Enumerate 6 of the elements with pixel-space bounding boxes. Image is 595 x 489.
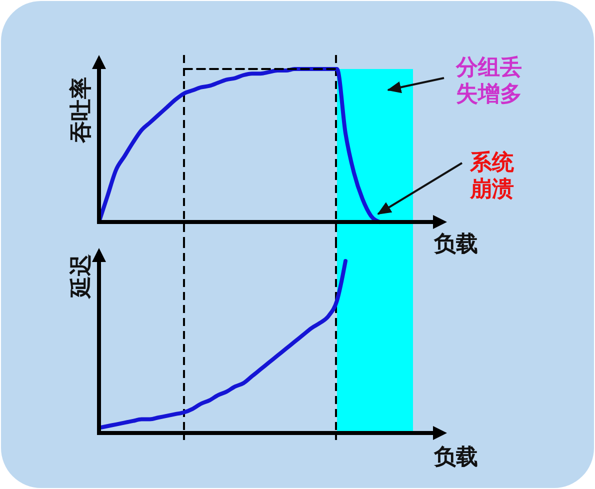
y-axis-title: 吞吐率 — [68, 77, 94, 144]
y-axis-title: 延迟 — [68, 254, 94, 300]
x-axis-title: 负载 — [433, 444, 478, 470]
text: 系统崩溃 — [469, 150, 515, 202]
text: 分组丢失增多 — [455, 56, 522, 108]
x-axis-title: 负载 — [433, 232, 478, 257]
